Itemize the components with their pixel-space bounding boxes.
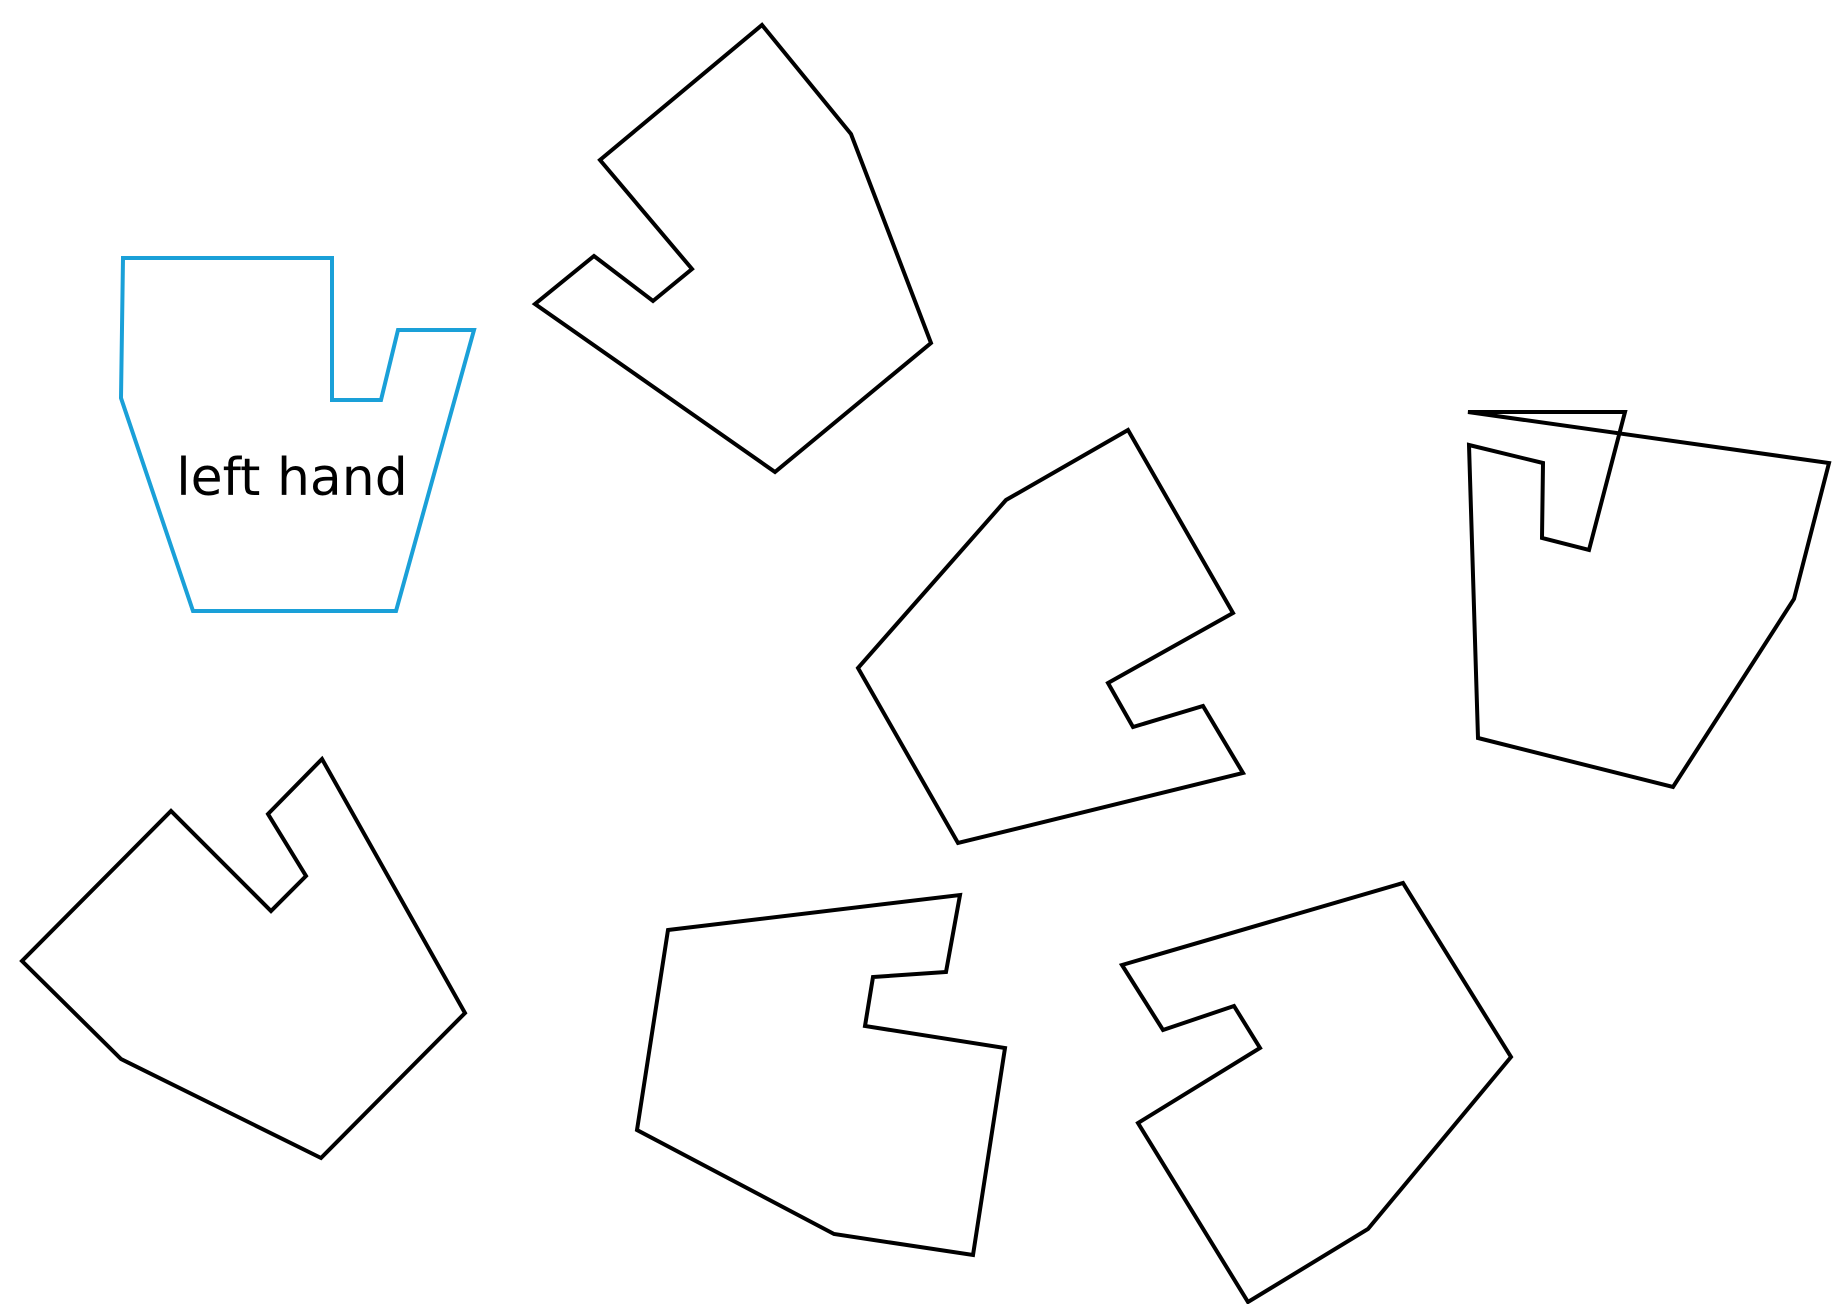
hand-shape-2 bbox=[855, 427, 1247, 846]
hand-shape-6 bbox=[1118, 880, 1514, 1304]
hand-shape-4 bbox=[19, 755, 468, 1161]
hand-shape-1 bbox=[531, 22, 934, 475]
hand-shape-3 bbox=[1466, 410, 1832, 790]
reference-shape-group: left hand bbox=[118, 256, 477, 613]
reference-shape-label: left hand bbox=[176, 448, 408, 508]
reference-shape-left-hand bbox=[118, 256, 477, 613]
hand-shape-5 bbox=[634, 892, 1008, 1258]
